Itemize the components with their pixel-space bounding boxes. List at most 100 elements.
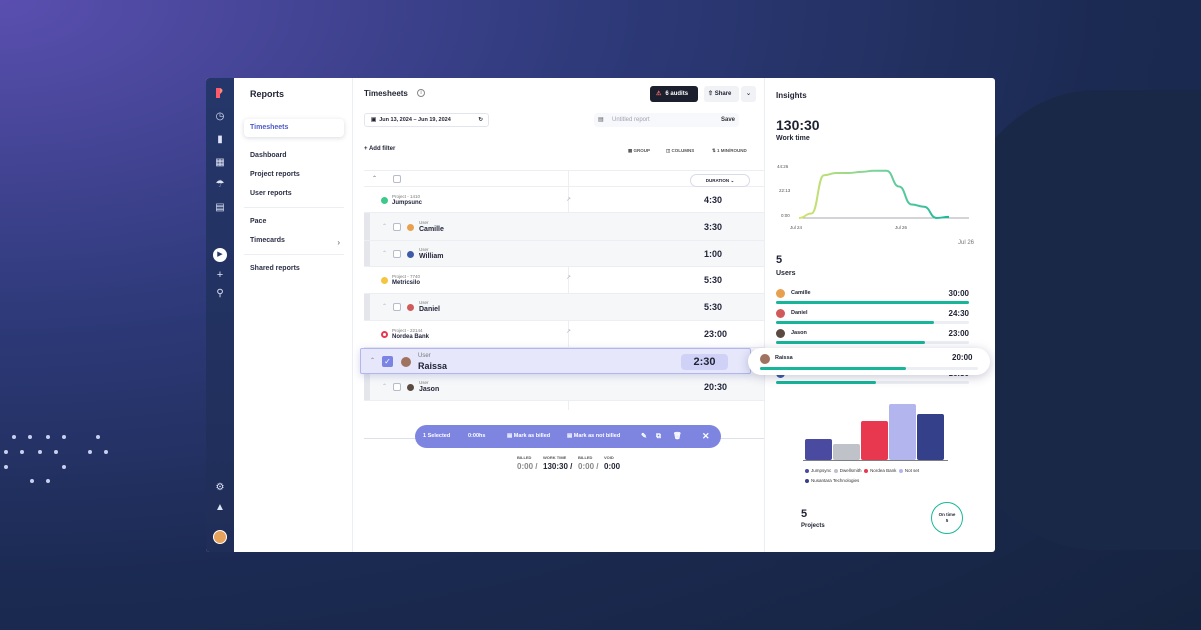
x-end-label: Jul 26 xyxy=(958,240,975,246)
mark-not-billed-button[interactable]: ▤ Mark as not billed xyxy=(567,433,621,439)
gear-icon[interactable]: ⚙ xyxy=(215,482,225,493)
date-range-picker[interactable]: ▣ Jun 13, 2024 – Jun 19, 2024 ↻ xyxy=(364,113,489,127)
column-divider xyxy=(568,170,569,410)
external-link-icon[interactable]: ↗ xyxy=(566,275,572,281)
nav-item-timecards[interactable]: Timecards xyxy=(250,237,285,244)
duration-sort-button[interactable]: DURATION ⌄ xyxy=(690,174,750,187)
row-duration: 4:30 xyxy=(704,195,723,205)
group-button[interactable]: ▦ GROUP xyxy=(628,148,651,153)
expand-icon[interactable]: ⌃ xyxy=(370,358,376,364)
timesheets-panel: Timesheets i ⚠ 6 audits ⇧ Share ⌄ ▣ Jun 13… xyxy=(353,78,764,552)
mark-billed-button[interactable]: ▤ Mark as billed xyxy=(507,433,551,439)
project-color-icon xyxy=(381,197,388,204)
row-duration[interactable]: 2:30 xyxy=(681,354,728,370)
row-checkbox[interactable] xyxy=(393,383,401,391)
table-row[interactable]: Project - 1410 Jumpsunc ↗ 4:30 xyxy=(364,187,764,213)
search-icon[interactable]: ⚲ xyxy=(216,288,224,299)
selected-count: 1 Selected xyxy=(423,433,451,439)
columns-button[interactable]: ◫ COLUMNS xyxy=(666,148,695,153)
row-name: Raissa xyxy=(418,361,448,371)
y-tick: 44:26 xyxy=(777,164,789,169)
save-button[interactable]: Save xyxy=(720,117,735,123)
table-row[interactable]: Project - 22144 Nordea Bank ↗ 23:00 xyxy=(364,321,764,348)
bar-nordea-bank[interactable] xyxy=(861,421,888,460)
collapse-icon[interactable]: ⌃ xyxy=(372,176,378,182)
nav-item-pace[interactable]: Pace xyxy=(250,218,267,225)
user-avatar xyxy=(760,354,770,364)
table-row[interactable]: ⌃ User Camille 3:30 xyxy=(364,213,764,241)
legend-item: Jumpsync xyxy=(805,468,831,473)
nav-item-dashboard[interactable]: Dashboard xyxy=(250,152,287,159)
refresh-icon[interactable]: ↻ xyxy=(478,117,483,123)
expand-icon[interactable]: ⌃ xyxy=(382,224,388,230)
row-checkbox-checked[interactable]: ✓ xyxy=(382,356,393,367)
nav-item-project-reports[interactable]: Project reports xyxy=(250,171,300,178)
table-header: ⌃ DURATION ⌄ xyxy=(364,170,764,187)
users-count: 5 xyxy=(776,254,783,266)
row-checkbox[interactable] xyxy=(393,250,401,258)
share-dropdown[interactable]: ⌄ xyxy=(741,86,756,102)
work-time-value: 130:30 xyxy=(776,117,820,133)
expand-icon[interactable]: ⌃ xyxy=(382,304,388,310)
bar-nusantara-technologies[interactable] xyxy=(917,414,944,460)
total-value: 0:00 xyxy=(604,462,621,471)
user-avatar xyxy=(401,357,411,367)
add-filter-button[interactable]: + Add filter xyxy=(364,146,396,152)
table-row[interactable]: ⌃ User William 1:00 xyxy=(364,241,764,267)
audits-button[interactable]: ⚠ 6 audits xyxy=(650,86,698,102)
nav-item-shared-reports[interactable]: Shared reports xyxy=(250,265,300,272)
copy-icon[interactable]: ⧉ xyxy=(656,433,661,440)
table-row[interactable]: Project - 7740 Metricsilo ↗ 5:30 xyxy=(364,267,764,294)
bell-icon[interactable]: ▲ xyxy=(215,502,225,513)
trash-icon[interactable]: 🗑 xyxy=(673,433,682,440)
plus-icon[interactable]: + xyxy=(216,269,224,281)
play-icon[interactable]: ▶ xyxy=(213,248,227,262)
rounding-button[interactable]: ⇅ 1 MIN/ROUND xyxy=(712,148,747,153)
edit-icon[interactable]: ✎ xyxy=(641,433,647,440)
clock-icon[interactable]: ◷ xyxy=(215,111,225,122)
total-value: 0:00 / xyxy=(517,462,538,471)
nav-divider xyxy=(244,207,344,208)
reports-nav: Reports Timesheets Dashboard Project rep… xyxy=(234,78,353,552)
user-avatar xyxy=(407,304,414,311)
projects-count: 5 xyxy=(801,508,808,520)
bar-not-set[interactable] xyxy=(889,404,916,460)
total-label: BILLED xyxy=(517,455,532,460)
external-link-icon[interactable]: ↗ xyxy=(566,329,572,335)
row-checkbox[interactable] xyxy=(393,303,401,311)
expand-icon[interactable]: ⌃ xyxy=(382,251,388,257)
select-all-checkbox[interactable] xyxy=(393,175,401,183)
expand-icon[interactable]: ⌃ xyxy=(382,384,388,390)
project-color-icon xyxy=(381,331,388,338)
user-avatar xyxy=(776,329,785,338)
row-name: Metricsilo xyxy=(392,280,421,286)
user-bar-popup[interactable]: Raissa 20:00 xyxy=(748,348,990,375)
table-row[interactable]: ⌃ User Daniel 5:30 xyxy=(364,294,764,321)
on-time-badge: On time 5 xyxy=(931,502,963,534)
row-checkbox[interactable] xyxy=(393,223,401,231)
report-name-field[interactable]: ▤ Untitled report Save xyxy=(594,113,739,127)
bar-dwellsmith[interactable] xyxy=(833,444,860,460)
folder-icon[interactable]: ▮ xyxy=(217,134,223,145)
document-icon[interactable]: ▤ xyxy=(215,202,225,213)
external-link-icon[interactable]: ↗ xyxy=(566,197,572,203)
selected-row[interactable]: ⌃ ✓ User Raissa 2:30 xyxy=(360,348,751,374)
info-icon[interactable]: i xyxy=(417,89,425,97)
calendar-icon: ▣ xyxy=(371,117,377,123)
project-color-icon xyxy=(381,277,388,284)
close-icon[interactable]: ✕ xyxy=(702,431,710,441)
chevron-right-icon[interactable]: › xyxy=(337,238,340,247)
chart-icon[interactable]: ▦ xyxy=(215,157,225,168)
row-duration: 23:00 xyxy=(704,329,728,339)
beach-icon[interactable]: ☂ xyxy=(215,179,225,190)
decorative-dots xyxy=(0,430,120,490)
nav-item-user-reports[interactable]: User reports xyxy=(250,190,292,197)
row-name: Camille xyxy=(419,226,444,233)
nav-item-timesheets[interactable]: Timesheets xyxy=(244,119,344,137)
user-avatar xyxy=(407,384,414,391)
bar-jumpsync[interactable] xyxy=(805,439,832,460)
share-button[interactable]: ⇧ Share xyxy=(704,86,739,102)
logo-icon xyxy=(216,88,223,98)
table-row[interactable]: ⌃ User Jason 20:30 xyxy=(364,374,764,401)
avatar[interactable] xyxy=(213,530,227,544)
